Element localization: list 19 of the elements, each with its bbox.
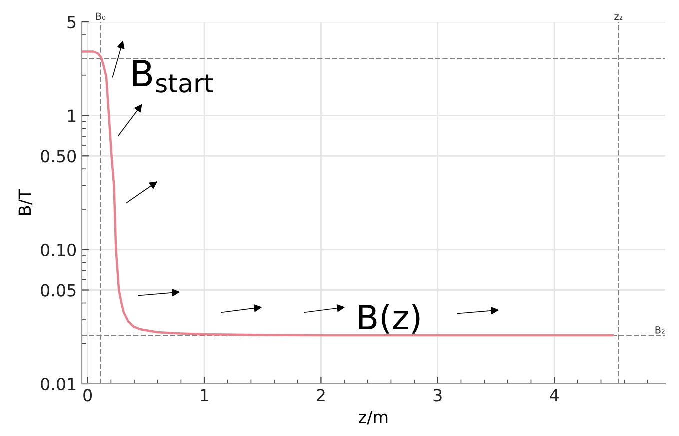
annotation: B$_{start}$: [133, 60, 214, 93]
y-tick-label: 0.10: [41, 244, 76, 256]
y-tick-label: 1: [68, 110, 76, 122]
y-tick-label: 0.50: [41, 150, 76, 163]
ref-line-label: B₂: [656, 326, 665, 334]
x-tick-label: 4: [550, 389, 559, 402]
x-tick-label: 3: [434, 389, 442, 402]
annotation: B(z): [359, 304, 420, 334]
line-series: [82, 50, 614, 337]
x-tick-label: 0: [84, 389, 92, 402]
y-tick-label: 0.01: [41, 378, 76, 391]
x-tick-label: 1: [201, 389, 208, 402]
y-tick-label: 0.05: [41, 284, 76, 297]
ref-line-label: z₂: [614, 14, 623, 20]
y-tick-label: 5: [68, 16, 76, 29]
ref-line-label: B₀: [96, 12, 106, 20]
y-axis-title: B/T: [18, 189, 33, 215]
x-tick-label: 2: [317, 389, 325, 402]
x-axis-title: z/m: [359, 411, 388, 425]
